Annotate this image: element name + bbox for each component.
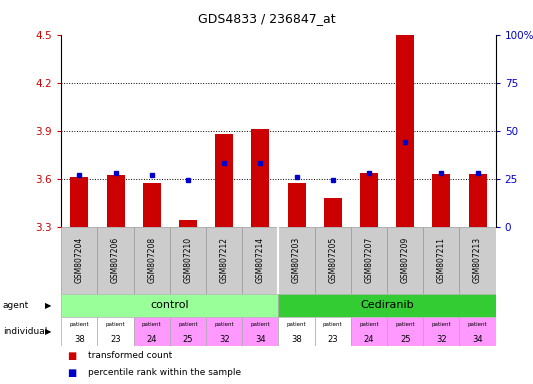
- Text: transformed count: transformed count: [88, 351, 172, 360]
- Text: GSM807213: GSM807213: [473, 237, 482, 283]
- FancyBboxPatch shape: [278, 294, 496, 317]
- Bar: [287, 182, 305, 227]
- Text: patient: patient: [142, 322, 161, 328]
- Text: patient: patient: [214, 322, 234, 328]
- Text: ▶: ▶: [45, 327, 52, 336]
- Bar: [107, 175, 125, 227]
- Text: patient: patient: [70, 322, 89, 328]
- Text: patient: patient: [432, 322, 451, 328]
- FancyBboxPatch shape: [61, 317, 98, 346]
- FancyBboxPatch shape: [134, 317, 170, 346]
- Text: GSM807207: GSM807207: [365, 237, 374, 283]
- Text: 32: 32: [436, 335, 447, 344]
- FancyBboxPatch shape: [278, 227, 314, 294]
- FancyBboxPatch shape: [206, 317, 243, 346]
- Text: GSM807205: GSM807205: [328, 237, 337, 283]
- Text: GSM807208: GSM807208: [147, 237, 156, 283]
- Text: GSM807206: GSM807206: [111, 237, 120, 283]
- Text: GSM807203: GSM807203: [292, 237, 301, 283]
- FancyBboxPatch shape: [243, 317, 278, 346]
- Bar: [143, 182, 161, 227]
- Text: GDS4833 / 236847_at: GDS4833 / 236847_at: [198, 12, 335, 25]
- FancyBboxPatch shape: [61, 227, 98, 294]
- Text: patient: patient: [106, 322, 125, 328]
- Text: agent: agent: [3, 301, 29, 310]
- FancyBboxPatch shape: [423, 227, 459, 294]
- FancyBboxPatch shape: [459, 317, 496, 346]
- Text: GSM807204: GSM807204: [75, 237, 84, 283]
- Text: ■: ■: [67, 368, 76, 378]
- FancyBboxPatch shape: [278, 317, 314, 346]
- FancyBboxPatch shape: [206, 227, 243, 294]
- Bar: [396, 35, 414, 227]
- FancyBboxPatch shape: [314, 227, 351, 294]
- Bar: [179, 220, 197, 227]
- Bar: [432, 174, 450, 227]
- Text: patient: patient: [359, 322, 379, 328]
- FancyBboxPatch shape: [170, 317, 206, 346]
- FancyBboxPatch shape: [314, 317, 351, 346]
- FancyBboxPatch shape: [243, 227, 278, 294]
- FancyBboxPatch shape: [387, 317, 423, 346]
- FancyBboxPatch shape: [98, 317, 134, 346]
- Text: 24: 24: [364, 335, 374, 344]
- FancyBboxPatch shape: [387, 227, 423, 294]
- Bar: [215, 134, 233, 227]
- Text: 23: 23: [110, 335, 121, 344]
- Text: patient: patient: [395, 322, 415, 328]
- FancyBboxPatch shape: [61, 294, 278, 317]
- Text: ■: ■: [67, 351, 76, 361]
- Text: individual: individual: [3, 327, 47, 336]
- Text: 34: 34: [255, 335, 266, 344]
- FancyBboxPatch shape: [134, 227, 170, 294]
- FancyBboxPatch shape: [170, 227, 206, 294]
- Text: GSM807209: GSM807209: [401, 237, 410, 283]
- Bar: [70, 177, 88, 227]
- FancyBboxPatch shape: [459, 227, 496, 294]
- Text: patient: patient: [251, 322, 270, 328]
- Text: patient: patient: [323, 322, 343, 328]
- Bar: [360, 173, 378, 227]
- Text: GSM807214: GSM807214: [256, 237, 265, 283]
- Text: 34: 34: [472, 335, 483, 344]
- Bar: [252, 129, 270, 227]
- Text: 25: 25: [400, 335, 410, 344]
- FancyBboxPatch shape: [351, 227, 387, 294]
- Text: patient: patient: [468, 322, 487, 328]
- Text: 32: 32: [219, 335, 230, 344]
- Bar: [324, 198, 342, 227]
- Text: 38: 38: [74, 335, 85, 344]
- Text: ▶: ▶: [45, 301, 52, 310]
- Text: 24: 24: [147, 335, 157, 344]
- Text: patient: patient: [287, 322, 306, 328]
- Text: GSM807212: GSM807212: [220, 237, 229, 283]
- FancyBboxPatch shape: [98, 227, 134, 294]
- Bar: [469, 174, 487, 227]
- Text: GSM807210: GSM807210: [183, 237, 192, 283]
- FancyBboxPatch shape: [423, 317, 459, 346]
- Text: 38: 38: [291, 335, 302, 344]
- Text: patient: patient: [178, 322, 198, 328]
- Text: control: control: [151, 300, 189, 310]
- Text: GSM807211: GSM807211: [437, 237, 446, 283]
- Text: 25: 25: [183, 335, 193, 344]
- FancyBboxPatch shape: [351, 317, 387, 346]
- Text: percentile rank within the sample: percentile rank within the sample: [88, 369, 241, 377]
- Text: 23: 23: [327, 335, 338, 344]
- Text: Cediranib: Cediranib: [360, 300, 414, 310]
